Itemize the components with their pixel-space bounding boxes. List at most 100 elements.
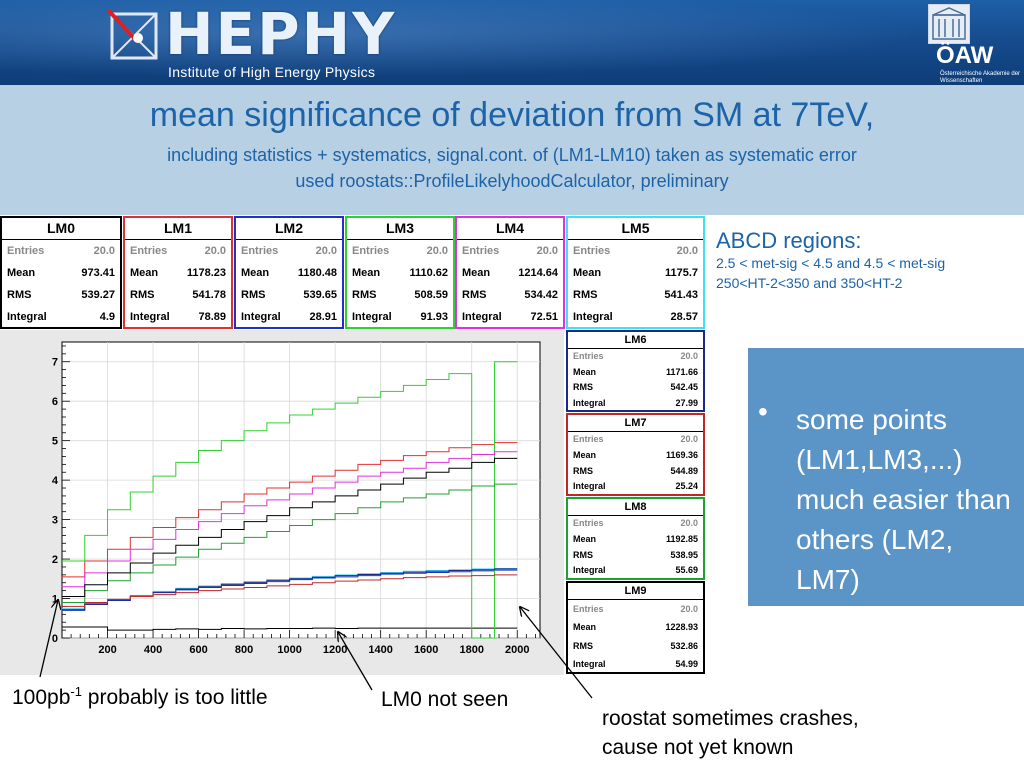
stat-row-rms: RMS 534.42 [457,284,563,306]
stat-label: Entries [130,245,168,257]
stat-row-mean: Mean 1175.7 [568,262,703,284]
bullet-text: some points (LM1,LM3,...) much easier th… [796,404,1011,595]
note-lm0: LM0 not seen [381,688,509,711]
stat-label: RMS [573,382,593,392]
stat-value: 538.95 [670,549,698,560]
bullet-dot: • [758,396,768,427]
note-lumi-suffix: probably is too little [81,686,268,709]
stat-box-lm3: LM3 Entries 20.0 Mean 1110.62 RMS 508.59 Integr… [345,216,455,329]
y-tick-label: 7 [52,357,58,369]
stat-value: 4.9 [99,311,115,323]
stat-row-entries: Entries 20.0 [568,432,703,448]
stat-row-integral: Integral 54.99 [568,655,703,673]
abcd-line2: 250<HT-2<350 and 350<HT-2 [716,275,903,291]
y-tick-label: 5 [52,436,58,448]
stat-label: RMS [352,289,377,301]
stat-value: 20.0 [680,518,698,528]
stat-row-rms: RMS 539.65 [236,284,342,306]
stat-label: Entries [573,434,604,444]
stat-row-integral: Integral 28.57 [568,306,703,328]
slide-subtitle-line2: used roostats::ProfileLikelyhoodCalculat… [295,171,729,191]
stat-label: Mean [573,366,597,377]
x-tick-label: 2000 [505,644,529,656]
stat-row-entries: Entries 20.0 [568,240,703,262]
series-lm8 [62,483,518,603]
stat-box-lm6: LM6 Entries 20.0 Mean 1171.66 RMS 542.45 Integr… [566,330,705,412]
stat-row-integral: Integral 55.69 [568,563,703,579]
stat-row-integral: Integral 4.9 [2,306,120,328]
stat-row-integral: Integral 25.24 [568,479,703,495]
stat-label: Mean [352,267,381,279]
stat-value: 20.0 [93,245,115,257]
stat-value: 72.51 [530,311,558,323]
stat-value: 20.0 [680,434,698,444]
stat-value: 1214.64 [518,267,558,279]
stat-box-title: LM1 [125,218,231,240]
stat-row-rms: RMS 532.86 [568,637,703,655]
stat-row-mean: Mean 1180.48 [236,262,342,284]
stat-box-title: LM0 [2,218,120,240]
stat-value: 20.0 [315,245,337,257]
series-lm7 [62,574,518,607]
stat-row-integral: Integral 78.89 [125,306,231,328]
stat-label: Mean [462,267,491,279]
stat-box-title: LM3 [347,218,453,240]
stat-box-lm5: LM5 Entries 20.0 Mean 1175.7 RMS 541.43 Integra… [566,216,705,329]
stat-label: Entries [7,245,45,257]
stat-label: RMS [573,465,593,476]
stat-label: RMS [130,289,155,301]
note-lumi: 100pb-1 probably is too little [12,684,268,710]
stat-row-entries: Entries 20.0 [568,516,703,532]
stat-value: 27.99 [675,397,698,408]
oaw-logo-text: ÖAW [936,42,994,69]
slide-title: mean significance of deviation from SM a… [149,96,875,134]
stat-row-mean: Mean 1214.64 [457,262,563,284]
x-tick-label: 400 [144,644,162,656]
stat-label: Entries [573,351,604,361]
stat-row-entries: Entries 20.0 [457,240,563,262]
stat-value: 539.65 [303,289,337,301]
stat-label: Integral [573,397,606,408]
y-tick-label: 4 [52,475,59,487]
banner-glow [0,0,1024,85]
stat-row-rms: RMS 544.89 [568,464,703,480]
stat-box-lm2: LM2 Entries 20.0 Mean 1180.48 RMS 539.65 Integr… [234,216,344,329]
stat-value: 78.89 [198,311,226,323]
stat-label: Entries [573,604,604,614]
stat-value: 91.93 [420,311,448,323]
stat-label: Entries [573,245,611,257]
stat-value: 973.41 [81,267,115,279]
stat-label: RMS [7,289,32,301]
x-tick-label: 1400 [368,644,392,656]
hephy-logo-icon [108,8,158,60]
stat-box-lm7: LM7 Entries 20.0 Mean 1169.36 RMS 544.89 Integr… [566,413,705,496]
stat-label: Integral [241,311,281,323]
stat-row-rms: RMS 541.43 [568,284,703,306]
stat-label: Integral [130,311,170,323]
stat-label: RMS [462,289,487,301]
stat-value: 25.24 [675,481,698,492]
series-lm3 [62,361,518,639]
stat-box-title: LM7 [568,415,703,432]
x-tick-label: 600 [189,644,207,656]
stat-label: Integral [573,658,606,669]
stat-value: 534.42 [524,289,558,301]
stat-value: 544.89 [670,465,698,476]
stat-box-lm9: LM9 Entries 20.0 Mean 1228.93 RMS 532.86 Integr… [566,581,705,674]
stat-label: RMS [573,289,598,301]
stat-box-title: LM2 [236,218,342,240]
stat-label: Mean [573,267,602,279]
hephy-banner: HEPHY Institute of High Energy Physics Ö… [0,0,1024,85]
stat-row-rms: RMS 538.95 [568,548,703,564]
y-tick-label: 1 [52,594,58,606]
stat-row-integral: Integral 72.51 [457,306,563,328]
stat-row-mean: Mean 1171.66 [568,365,703,381]
stat-box-title: LM9 [568,583,703,600]
stat-box-title: LM4 [457,218,563,240]
stat-value: 1192.85 [665,533,698,544]
note-lumi-prefix: 100pb [12,686,71,709]
stat-row-mean: Mean 1192.85 [568,532,703,548]
stat-label: Integral [7,311,47,323]
stat-row-entries: Entries 20.0 [125,240,231,262]
stat-value: 542.45 [670,382,698,392]
